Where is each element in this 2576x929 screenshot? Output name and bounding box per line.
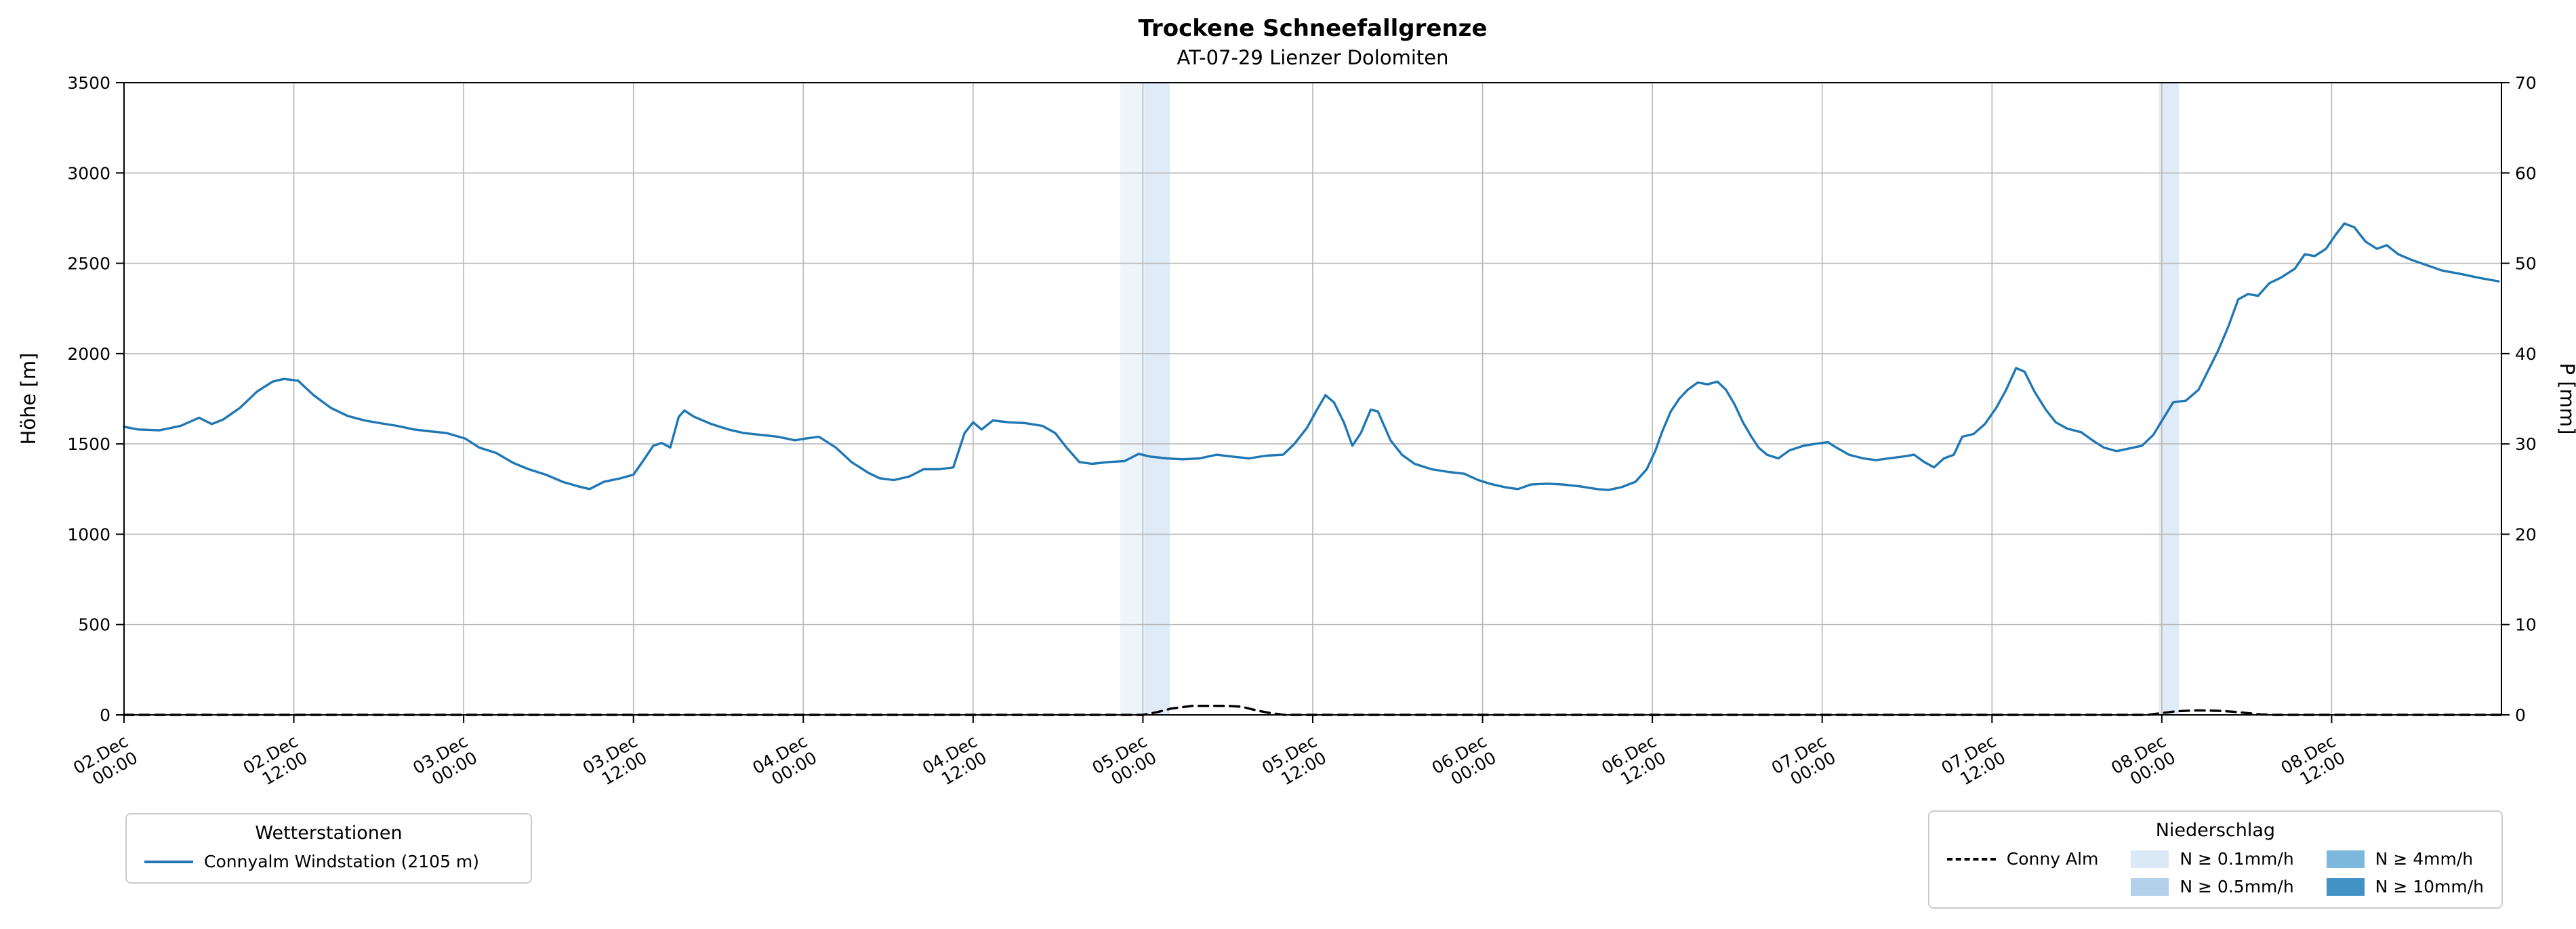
x-tick-label: 08.Dec00:00 [2108, 731, 2179, 794]
legend-precip-col-1: Conny Alm [1946, 849, 2099, 869]
y-tick-label-left: 2000 [67, 344, 110, 364]
precip-swatch-01-icon [2131, 850, 2169, 868]
chart-subtitle: AT-07-29 Lienzer Dolomiten [1177, 46, 1449, 69]
y-tick-label-right: 50 [2515, 254, 2537, 274]
legend-precip-col-2: N ≥ 0.1mm/h N ≥ 0.5mm/h [2131, 849, 2294, 896]
precip-station-label: Conny Alm [2006, 849, 2099, 869]
precip-band [1144, 83, 1170, 715]
height-series-line [123, 222, 2500, 491]
y-tick-label-left: 1000 [67, 524, 110, 544]
x-tick-label: 05.Dec00:00 [1089, 731, 1160, 794]
precip-band [1120, 83, 1145, 715]
legend-precip-level-item: N ≥ 0.1mm/h [2131, 849, 2294, 869]
x-tick-label: 05.Dec12:00 [1259, 731, 1330, 794]
y-axis-label-right: P [mm] [2556, 363, 2576, 435]
x-tick-label: 04.Dec12:00 [919, 731, 990, 794]
legend-precip-columns: Conny Alm N ≥ 0.1mm/h N ≥ 0.5mm/h N ≥ 4m… [1946, 849, 2484, 896]
y-tick-label-left: 3000 [67, 163, 110, 183]
chart-title: Trockene Schneefallgrenze [1138, 15, 1488, 42]
x-tick-label: 04.Dec00:00 [749, 731, 820, 794]
y-tick-label-left: 2500 [67, 254, 110, 274]
x-tick-label: 07.Dec12:00 [1938, 731, 2009, 794]
precip-swatch-05-icon [2131, 878, 2169, 896]
precip-level-label: N ≥ 10mm/h [2375, 877, 2484, 896]
y-tick-label-right: 40 [2515, 344, 2537, 364]
y-tick-label-left: 0 [100, 705, 110, 725]
x-tick-label: 02.Dec00:00 [70, 731, 141, 794]
legend-precip-title: Niederschlag [2155, 820, 2276, 841]
station-line-sample-icon [144, 860, 193, 863]
legend-stations: Wetterstationen Connyalm Windstation (21… [125, 813, 532, 884]
legend-precip-level-item: N ≥ 4mm/h [2326, 849, 2484, 869]
legend-precip-level-item: N ≥ 0.5mm/h [2131, 877, 2294, 896]
x-tick-label: 02.Dec12:00 [240, 731, 311, 794]
x-tick-label: 06.Dec00:00 [1429, 731, 1500, 794]
legend-station-item: Connyalm Windstation (2105 m) [144, 852, 513, 871]
y-tick-label-right: 60 [2515, 163, 2537, 183]
y-tick-label-left: 1500 [67, 434, 110, 454]
y-axis-label-left: Höhe [m] [17, 353, 40, 445]
legend-precip: Niederschlag Conny Alm N ≥ 0.1mm/h N ≥ 0… [1927, 810, 2503, 909]
station-label: Connyalm Windstation (2105 m) [204, 852, 480, 871]
precip-swatch-4-icon [2326, 850, 2365, 868]
y-tick-label-right: 70 [2515, 73, 2537, 93]
legend-precip-col-3: N ≥ 4mm/h N ≥ 10mm/h [2326, 849, 2484, 896]
legend-precip-level-item: N ≥ 10mm/h [2326, 877, 2484, 896]
legend-precip-line-item: Conny Alm [1946, 849, 2099, 869]
precip-swatch-10-icon [2326, 878, 2365, 896]
x-tick-label: 03.Dec12:00 [579, 731, 651, 794]
dashed-line-sample-icon [1946, 857, 1996, 861]
y-tick-label-right: 30 [2515, 434, 2537, 454]
y-tick-label-right: 0 [2515, 705, 2526, 725]
x-tick-label: 07.Dec00:00 [1768, 731, 1839, 794]
x-tick-label: 08.Dec12:00 [2278, 731, 2349, 794]
x-tick-label: 03.Dec00:00 [409, 731, 481, 794]
precip-level-label: N ≥ 4mm/h [2375, 849, 2474, 869]
y-tick-label-left: 3500 [67, 73, 110, 93]
y-tick-label-right: 20 [2515, 524, 2537, 544]
legend-stations-title: Wetterstationen [255, 823, 403, 844]
x-tick-label: 06.Dec12:00 [1598, 731, 1669, 794]
precip-level-label: N ≥ 0.5mm/h [2180, 877, 2294, 896]
precip-level-label: N ≥ 0.1mm/h [2180, 849, 2294, 869]
y-tick-label-right: 10 [2515, 615, 2537, 635]
y-tick-label-left: 500 [78, 615, 110, 635]
